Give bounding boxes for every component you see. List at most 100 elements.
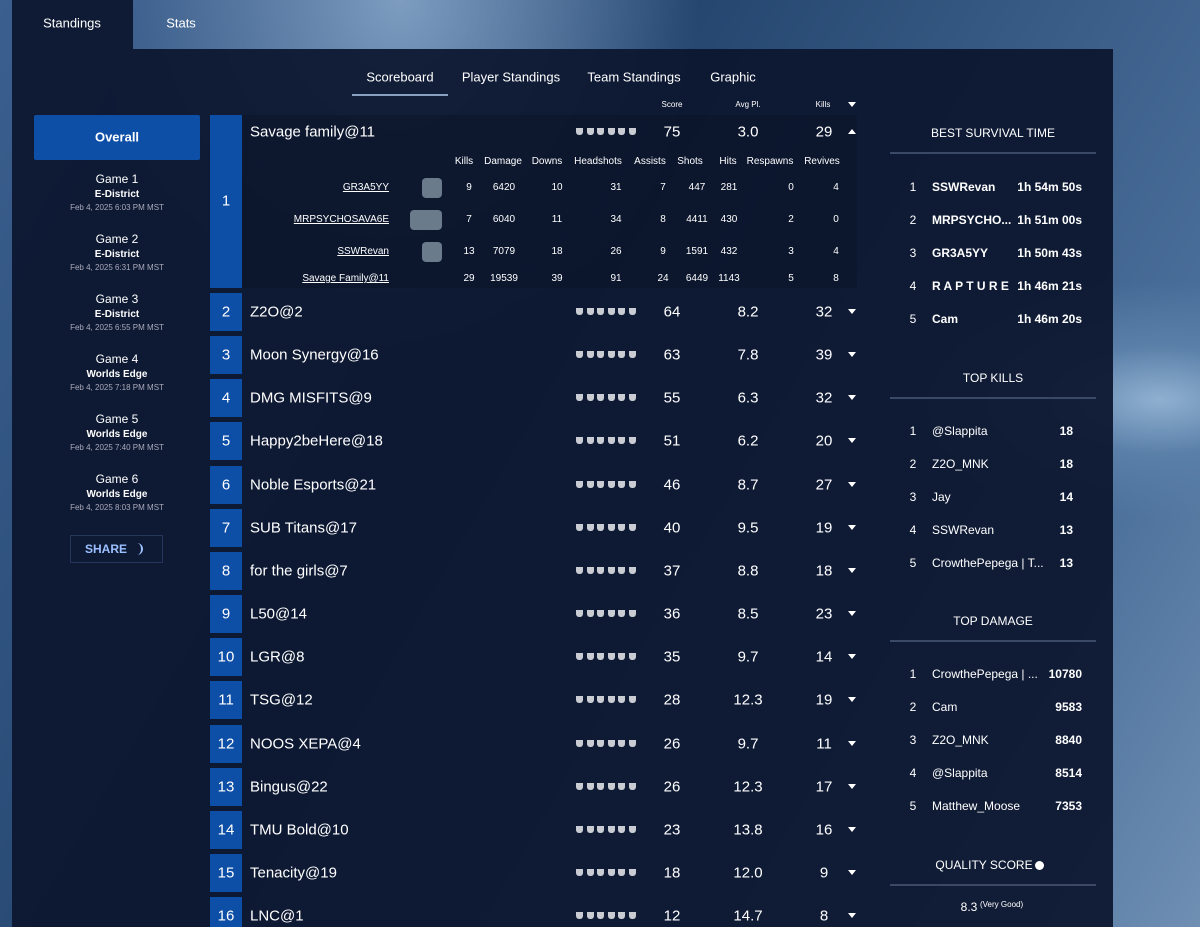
tab[interactable]: Standings [43, 15, 101, 31]
team-name[interactable]: Noble Esports@21 [250, 476, 377, 494]
score: 26 [663, 778, 681, 796]
chevron[interactable] [848, 438, 856, 444]
team-name[interactable]: Happy2beHere@18 [250, 432, 383, 450]
trophy [628, 394, 636, 402]
detail-header: Revives [804, 156, 840, 167]
detail-header: Downs [531, 156, 563, 167]
team-name[interactable]: DMG MISFITS@9 [250, 389, 372, 407]
game-title[interactable]: Game 4 [95, 352, 139, 366]
chevron[interactable] [848, 783, 856, 789]
chevron[interactable] [848, 567, 856, 573]
rank-cell [210, 681, 242, 720]
kills: 39 [815, 346, 833, 364]
game-title[interactable]: Game 6 [95, 472, 139, 486]
player-name[interactable]: GR3A5YY [342, 182, 389, 193]
overall-button[interactable] [34, 115, 200, 160]
panel-value: 14 [1059, 490, 1073, 504]
tab[interactable]: Stats [166, 15, 196, 31]
team-name[interactable]: TSG@12 [250, 691, 313, 709]
panel-rank: 2 [909, 213, 917, 227]
team-name[interactable]: Tenacity@19 [250, 864, 337, 882]
trophy [607, 437, 615, 445]
share-button[interactable] [70, 535, 163, 563]
chevron[interactable] [848, 352, 856, 358]
team-name[interactable]: Z2O@2 [250, 303, 303, 321]
game-title[interactable]: Game 2 [95, 232, 139, 246]
trophy [586, 912, 594, 920]
player-name[interactable]: MRPSYCHOSAVA6E [293, 214, 389, 225]
game-title[interactable]: Game 5 [95, 412, 139, 426]
detail-header: Shots [677, 156, 703, 167]
chevron[interactable] [848, 869, 856, 875]
team-name[interactable]: for the girls@7 [250, 562, 348, 580]
team-name[interactable]: L50@14 [250, 605, 307, 623]
avg-placement: 8.5 [737, 605, 759, 623]
quality-note: (Very Good) [980, 900, 1024, 909]
team-name[interactable]: SUB Titans@17 [250, 519, 357, 537]
avg-placement: 9.7 [737, 735, 759, 752]
kills: 8 [819, 907, 829, 925]
team-name[interactable]: LNC@1 [250, 907, 304, 925]
team-name[interactable]: Moon Synergy@16 [250, 346, 379, 364]
rank: 14 [217, 821, 235, 839]
player-stat: 1143 [718, 273, 740, 284]
chevron[interactable] [848, 611, 856, 617]
chevron[interactable] [848, 826, 856, 832]
sub-tab[interactable]: Scoreboard [366, 69, 434, 85]
team-name[interactable]: LGR@8 [250, 648, 305, 666]
avg-placement: 12.3 [733, 778, 763, 796]
share-label[interactable]: SHARE [84, 542, 128, 556]
chevron[interactable] [848, 913, 856, 919]
overall-label[interactable]: Overall [94, 129, 140, 145]
player-stat: 7079 [492, 246, 516, 257]
trophy [597, 912, 604, 920]
team-name[interactable]: TMU Bold@10 [250, 821, 349, 839]
player-name[interactable]: SSWRevan [337, 246, 389, 257]
panel-name: Z2O_MNK [932, 457, 989, 471]
trophy [618, 566, 625, 574]
sub-tab[interactable]: Player Standings [461, 69, 561, 85]
trophy [576, 351, 583, 359]
sub-tab[interactable]: Team Standings [587, 69, 681, 85]
column-header: Score [661, 100, 683, 109]
team-name[interactable]: NOOS XEPA@4 [250, 735, 361, 752]
chevron[interactable] [848, 654, 856, 660]
trophy [597, 739, 604, 747]
trophy [628, 739, 636, 747]
player-name[interactable]: Savage Family@11 [302, 273, 389, 284]
player-stat: 7 [660, 182, 666, 193]
chevron[interactable] [848, 740, 856, 746]
panel-name: Cam [932, 312, 959, 326]
kills: 17 [815, 778, 833, 796]
player-stat: 31 [610, 182, 622, 193]
chevron[interactable] [848, 481, 856, 487]
chevron[interactable] [848, 697, 856, 703]
chevron[interactable] [848, 102, 856, 107]
game-map: E-District [94, 309, 140, 320]
game-title[interactable]: Game 1 [95, 172, 139, 186]
trophy [628, 825, 636, 833]
panel-rank: 4 [909, 279, 917, 293]
trophy [607, 394, 615, 402]
chevron[interactable] [848, 129, 856, 134]
panel-name: CrowthePepega | ... [932, 667, 1038, 681]
trophy [597, 610, 604, 618]
sub-tab[interactable]: Graphic [710, 69, 756, 85]
panel-title: TOP DAMAGE [953, 614, 1033, 628]
panel-value: 7353 [1055, 799, 1082, 813]
team-name[interactable]: Savage family@11 [250, 123, 376, 141]
rank-cell [210, 638, 242, 677]
panel-divider [890, 640, 1096, 642]
chevron[interactable] [848, 395, 856, 401]
team-name[interactable]: Bingus@22 [250, 778, 328, 796]
trophy [586, 782, 594, 790]
chevron[interactable] [848, 524, 856, 530]
game-date: Feb 4, 2025 8:03 PM MST [70, 503, 164, 512]
avg-placement: 8.2 [737, 303, 759, 321]
chevron[interactable] [848, 309, 856, 314]
game-title[interactable]: Game 3 [95, 292, 139, 306]
trophy [607, 825, 615, 833]
active-underline [352, 94, 448, 96]
panel-name: @Slappita [932, 424, 988, 438]
score: 18 [663, 864, 681, 882]
